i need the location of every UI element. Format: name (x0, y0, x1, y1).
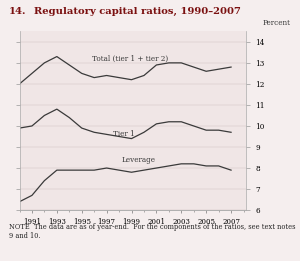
Text: Leverage: Leverage (122, 156, 155, 164)
Text: 14.: 14. (9, 7, 26, 15)
Text: Percent: Percent (263, 19, 291, 27)
Text: NOTE  The data are as of year-end.  For the components of the ratios, see text n: NOTE The data are as of year-end. For th… (9, 223, 296, 240)
Text: Total (tier 1 + tier 2): Total (tier 1 + tier 2) (92, 55, 168, 63)
Text: Tier 1: Tier 1 (113, 130, 135, 138)
Text: Regulatory capital ratios, 1990–2007: Regulatory capital ratios, 1990–2007 (34, 7, 242, 16)
